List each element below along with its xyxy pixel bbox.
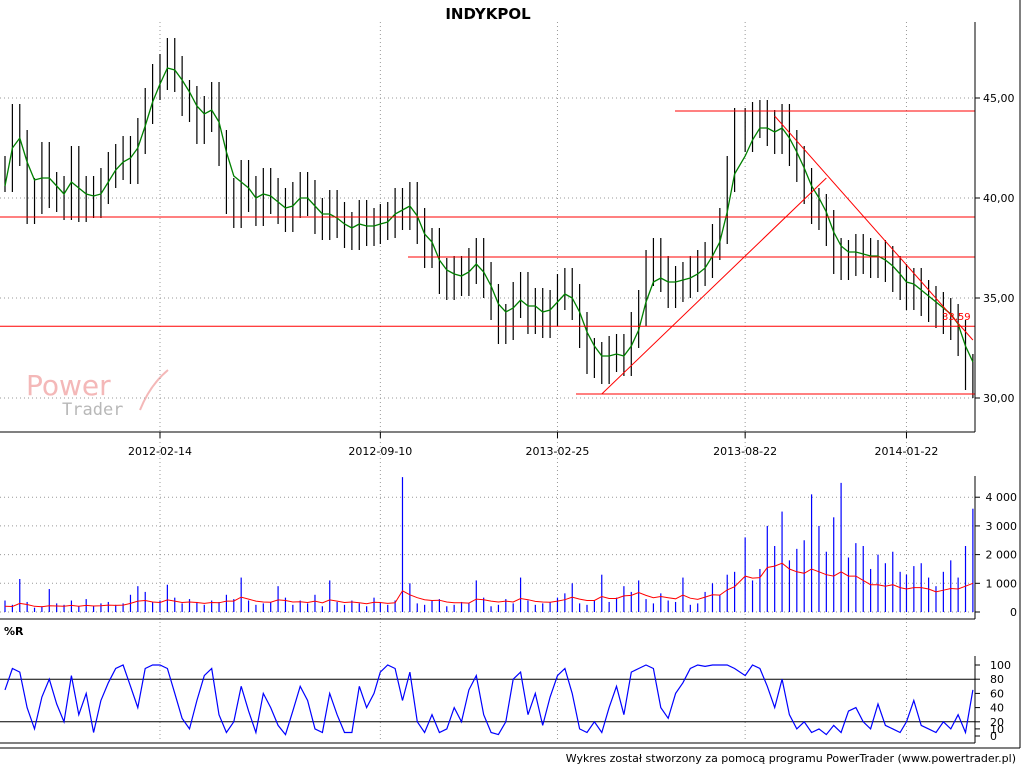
price-average-line	[4, 67, 974, 363]
axis-layer: 2012-02-14 2012-09-10 2013-02-25 2013-08-22…	[0, 0, 1021, 749]
volume-y-label-3: 3 000	[986, 520, 1018, 533]
williams-r-line	[4, 664, 974, 736]
indicator-y-label-0: 0	[990, 730, 997, 743]
x-tick-label-4: 2014-01-22	[874, 445, 938, 458]
watermark-swoosh	[139, 369, 169, 411]
price-panel: 33,59	[0, 38, 975, 398]
trendline-1	[774, 115, 974, 341]
trendline-0	[601, 177, 827, 395]
powertrader-watermark: Power Trader	[26, 369, 169, 420]
x-tick-label-3: 2013-08-22	[713, 445, 777, 458]
indicator-y-label-2: 20	[990, 716, 1004, 729]
volume-average-line	[4, 562, 974, 608]
chart-title: INDYKPOL	[445, 5, 531, 23]
indicator-y-label-6: 100	[990, 659, 1011, 672]
trendline-annotation: 33,59	[942, 312, 971, 323]
footer-credit: Wykres został stworzony za pomocą progra…	[566, 752, 1016, 765]
price-y-label-2: 40,00	[983, 192, 1015, 205]
volume-y-label-4: 4 000	[986, 491, 1018, 504]
watermark-word-power: Power	[26, 369, 111, 402]
indicator-title: %R	[4, 625, 24, 638]
watermark-word-trader: Trader	[62, 400, 123, 420]
volume-panel	[4, 477, 974, 612]
indicator-y-label-3: 40	[990, 702, 1004, 715]
price-y-label-1: 35,00	[983, 292, 1015, 305]
price-y-label-3: 45,00	[983, 92, 1015, 105]
indicator-y-label-1: 10	[990, 723, 1004, 736]
x-tick-label-1: 2012-09-10	[348, 445, 412, 458]
x-tick-label-0: 2012-02-14	[128, 445, 192, 458]
indicator-y-label-4: 60	[990, 687, 1004, 700]
volume-y-label-2: 2 000	[986, 549, 1018, 562]
grid-layer	[0, 22, 975, 740]
indicator-y-label-5: 80	[990, 673, 1004, 686]
volume-y-label-0: 0	[1010, 606, 1017, 619]
volume-y-label-1: 1 000	[986, 577, 1018, 590]
price-y-label-0: 30,00	[983, 392, 1015, 405]
x-tick-label-2: 2013-02-25	[526, 445, 590, 458]
indicator-panel	[0, 664, 975, 736]
